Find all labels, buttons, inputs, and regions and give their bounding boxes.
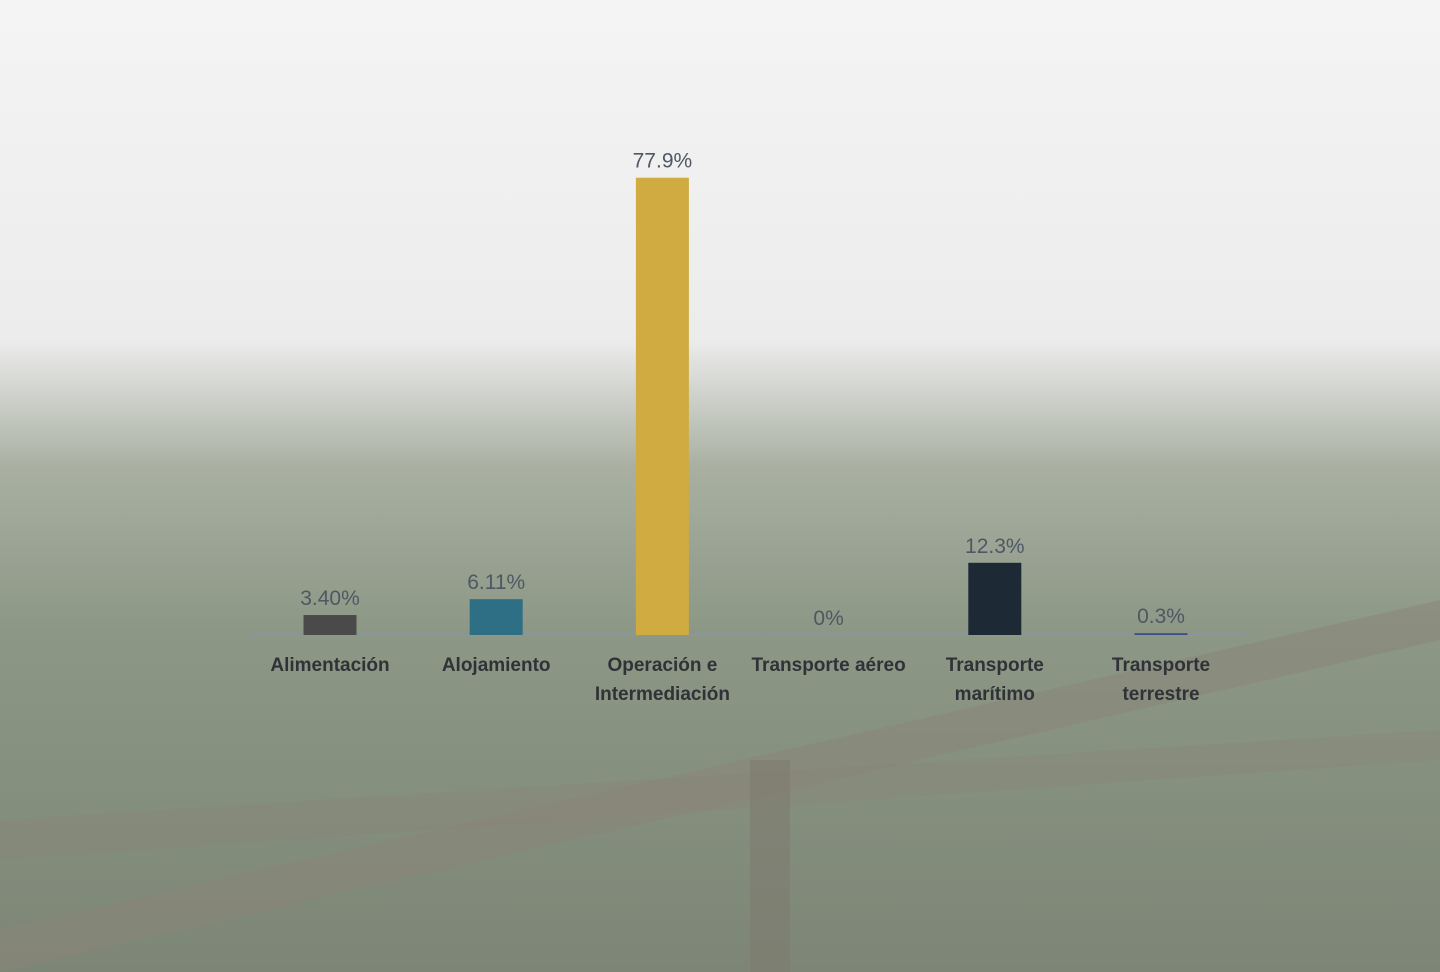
value-label: 0% (813, 607, 843, 630)
category-label: Transporte aéreo (751, 655, 906, 676)
bar (635, 177, 689, 636)
category-label: Alojamiento (441, 655, 551, 676)
category-label: Transporte marítimo (945, 655, 1044, 705)
bar (469, 599, 523, 635)
bar (968, 562, 1022, 635)
bar (1134, 633, 1188, 635)
fence-rail (0, 600, 1440, 972)
value-label: 0.3% (1137, 605, 1185, 628)
value-label: 12.3% (965, 535, 1025, 558)
bar (303, 615, 357, 635)
value-label: 6.11% (467, 571, 525, 594)
category-label: Alimentación (270, 655, 390, 676)
fence-post (750, 760, 790, 972)
category-label: Operación e Intermediación (594, 655, 730, 705)
value-label: 77.9% (633, 150, 693, 173)
category-label: Transporte terrestre (1111, 655, 1211, 705)
value-label: 3.40% (300, 587, 360, 610)
fence-rail (0, 730, 1440, 860)
